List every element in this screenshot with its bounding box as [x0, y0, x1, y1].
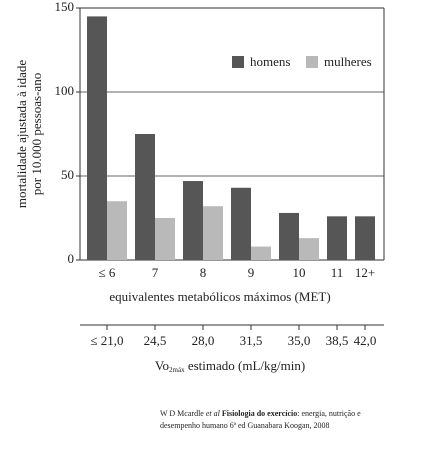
bar — [251, 246, 271, 260]
bar — [203, 206, 223, 260]
x2-tick-label: 42,0 — [354, 333, 377, 348]
x-axis-label: equivalentes metabólicos máximos (MET) — [109, 289, 330, 304]
y-label-line: por 10.000 pessoas-ano — [29, 73, 44, 195]
x-tick-label: 7 — [152, 265, 159, 280]
legend-swatch — [232, 56, 244, 68]
x2-tick-label: 31,5 — [240, 333, 263, 348]
y-label-line: mortalidade ajustada à idade — [14, 60, 29, 209]
x2-label-main: Vo — [155, 358, 169, 373]
bar — [299, 238, 319, 260]
y-tick-label: 100 — [55, 83, 75, 98]
bar — [327, 216, 347, 260]
source-line2: desempenho humano 6ª ed Guanabara Koogan… — [160, 421, 330, 430]
x2-label-sub: 2máx — [169, 366, 185, 374]
x-tick-label: 12+ — [355, 265, 375, 280]
source-title: Fisiologia do exercício — [220, 409, 297, 418]
x2-tick-label: 38,5 — [326, 333, 349, 348]
source-rest: : energia, nutrição e — [297, 409, 361, 418]
x2-tick-label: 35,0 — [288, 333, 311, 348]
bar — [87, 16, 107, 261]
y-tick-label: 150 — [55, 0, 75, 14]
x-tick-label: 8 — [200, 265, 207, 280]
x2-tick-label: 24,5 — [144, 333, 167, 348]
x-tick-label: 10 — [293, 265, 306, 280]
bar — [279, 212, 299, 260]
bar — [107, 201, 127, 260]
source: W D Mcardle et al Fisiologia do exercíci… — [160, 409, 361, 418]
x-tick-label: 11 — [331, 265, 344, 280]
y-tick-label: 0 — [68, 251, 75, 266]
x2-tick-label: 28,0 — [192, 333, 215, 348]
x2-label-rest: estimado (mL/kg/min) — [185, 358, 306, 373]
legend-label: mulheres — [324, 54, 372, 69]
bar — [231, 187, 251, 260]
bar — [135, 134, 155, 260]
source-etal: et al — [206, 409, 221, 418]
x-tick-label: 9 — [248, 265, 255, 280]
source-author: W D Mcardle — [160, 409, 206, 418]
x-tick-label: ≤ 6 — [99, 265, 116, 280]
bar — [183, 181, 203, 260]
legend-label: homens — [250, 54, 290, 69]
legend-swatch — [306, 56, 318, 68]
x2-axis-label: Vo2máx estimado (mL/kg/min) — [155, 358, 305, 374]
bar — [355, 216, 375, 260]
x2-tick-label: ≤ 21,0 — [90, 333, 123, 348]
y-axis-label: mortalidade ajustada à idadepor 10.000 p… — [14, 60, 44, 209]
y-tick-label: 50 — [61, 167, 74, 182]
bar — [155, 218, 175, 260]
